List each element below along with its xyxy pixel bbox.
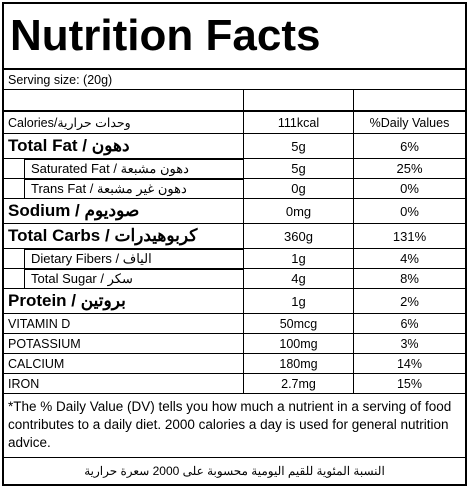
nutrient-amount: 1g — [244, 249, 354, 268]
nutrient-amount: 5g — [244, 159, 354, 178]
header-label: Calories/وحدات حرارية — [4, 112, 244, 133]
nutrient-amount: 360g — [244, 224, 354, 248]
nutrient-dv: 131% — [392, 228, 427, 244]
nutrient-row: Total Fat / دهون 5g 6% — [4, 134, 465, 159]
footnote-arabic: النسبة المئوية للقيم اليومية محسوبة على … — [84, 464, 385, 478]
nutrient-row: Total Sugar / سكر 4g 8% — [4, 269, 465, 289]
nutrient-row: Trans Fat / دهون غير مشبعة 0g 0% — [4, 179, 465, 199]
nutrient-amount: 5g — [244, 134, 354, 158]
nutrient-amount: 4g — [244, 269, 354, 288]
header-row: Calories/وحدات حرارية 111kcal %Daily Val… — [4, 112, 465, 134]
serving: Serving size: (20g) — [8, 72, 113, 87]
nutrient-dv: 6% — [400, 316, 419, 331]
nutrient-row: POTASSIUM 100mg 3% — [4, 334, 465, 354]
nutrient-label: Dietary Fibers / الياف — [24, 249, 243, 268]
nutrient-dv: 25% — [396, 161, 423, 176]
nutrient-label: Total Carbs / كربوهيدرات — [4, 224, 244, 248]
nutrient-amount: 1g — [244, 289, 354, 313]
nutrient-amount: 2.7mg — [244, 374, 354, 393]
title: Nutrition Facts — [4, 4, 465, 70]
nutrient-dv: 14% — [396, 356, 423, 371]
nutrient-dv: 8% — [400, 271, 419, 286]
nutrient-label: Saturated Fat / دهون مشبعة — [24, 159, 243, 178]
nutrient-row: Protein / بروتين 1g 2% — [4, 289, 465, 314]
nutrient-amount: 50mcg — [244, 314, 354, 333]
nutrient-row: Dietary Fibers / الياف 1g 4% — [4, 249, 465, 269]
footnote: *The % Daily Value (DV) tells you how mu… — [4, 394, 465, 458]
nutrient-label: Trans Fat / دهون غير مشبعة — [24, 179, 243, 198]
nutrient-row: Sodium / صوديوم 0mg 0% — [4, 199, 465, 224]
nutrient-dv: 15% — [396, 376, 423, 391]
nutrient-dv: 6% — [400, 138, 419, 154]
nutrient-row: CALCIUM 180mg 14% — [4, 354, 465, 374]
nutrient-dv: 3% — [400, 336, 419, 351]
nutrient-row: VITAMIN D 50mcg 6% — [4, 314, 465, 334]
nutrient-dv: 4% — [400, 251, 419, 266]
empty-row — [4, 90, 465, 112]
nutrient-label: VITAMIN D — [4, 314, 244, 333]
nutrient-dv: 0% — [400, 203, 419, 219]
nutrient-amount: 0mg — [244, 199, 354, 223]
label-cell: Trans Fat / دهون غير مشبعة — [4, 179, 244, 198]
label-cell: Dietary Fibers / الياف — [4, 249, 244, 268]
nutrient-label: CALCIUM — [4, 354, 244, 373]
nutrient-label: Total Sugar / سكر — [24, 269, 243, 288]
nutrient-dv: 0% — [400, 181, 419, 196]
nutrient-dv: 2% — [400, 293, 419, 309]
header-dv: %Daily Values — [369, 115, 450, 130]
nutrient-row: IRON 2.7mg 15% — [4, 374, 465, 394]
nutrient-row: Saturated Fat / دهون مشبعة 5g 25% — [4, 159, 465, 179]
nutrient-label: IRON — [4, 374, 244, 393]
nutrient-amount: 180mg — [244, 354, 354, 373]
label-cell: Total Sugar / سكر — [4, 269, 244, 288]
nutrient-label: Protein / بروتين — [4, 289, 244, 313]
serving-row: Serving size: (20g) — [4, 70, 465, 90]
header-amount: 111kcal — [244, 112, 354, 133]
nutrient-amount: 0g — [244, 179, 354, 198]
nutrient-label: Sodium / صوديوم — [4, 199, 244, 223]
nutrient-label: POTASSIUM — [4, 334, 244, 353]
nutrient-row: Total Carbs / كربوهيدرات 360g 131% — [4, 224, 465, 249]
nutrient-amount: 100mg — [244, 334, 354, 353]
nutrient-label: Total Fat / دهون — [4, 134, 244, 158]
label-cell: Saturated Fat / دهون مشبعة — [4, 159, 244, 178]
